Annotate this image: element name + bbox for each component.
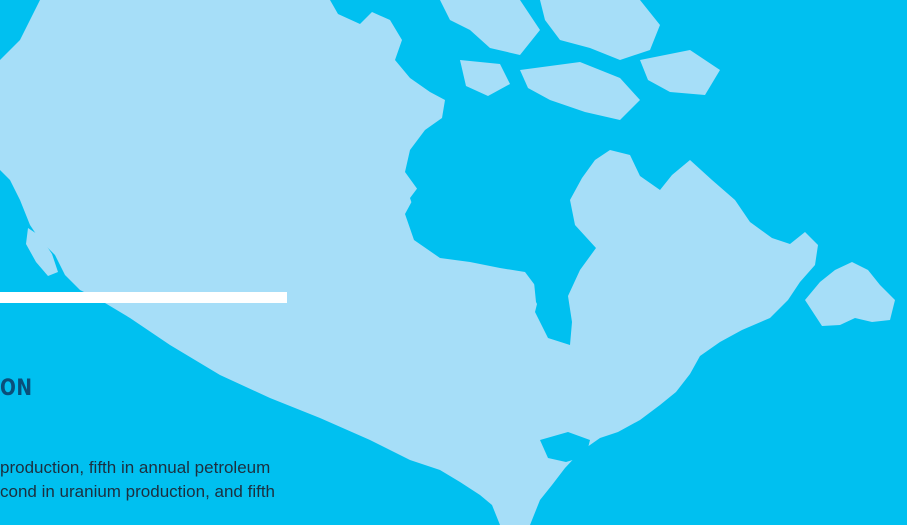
body-line: cond in uranium production, and fifth	[0, 482, 276, 501]
gulf-st-lawrence-shape	[690, 340, 802, 406]
canada-mainland-shape	[0, 0, 818, 525]
body-paragraph: production, fifth in annual petroleum co…	[0, 456, 460, 504]
divider-bar	[0, 292, 287, 303]
arctic-island-a	[440, 0, 540, 55]
section-heading: ON	[0, 376, 33, 401]
body-line: production, fifth in annual petroleum	[0, 458, 271, 477]
arctic-island-c	[520, 62, 640, 120]
great-lakes-shape	[540, 432, 590, 462]
hudson-bay-shape	[410, 156, 572, 262]
vancouver-island-shape	[26, 228, 58, 276]
arctic-island-b	[540, 0, 660, 60]
arctic-island-d	[640, 50, 720, 95]
arctic-island-e	[460, 60, 510, 96]
newfoundland-shape	[805, 262, 895, 326]
james-bay-shape	[530, 258, 556, 318]
